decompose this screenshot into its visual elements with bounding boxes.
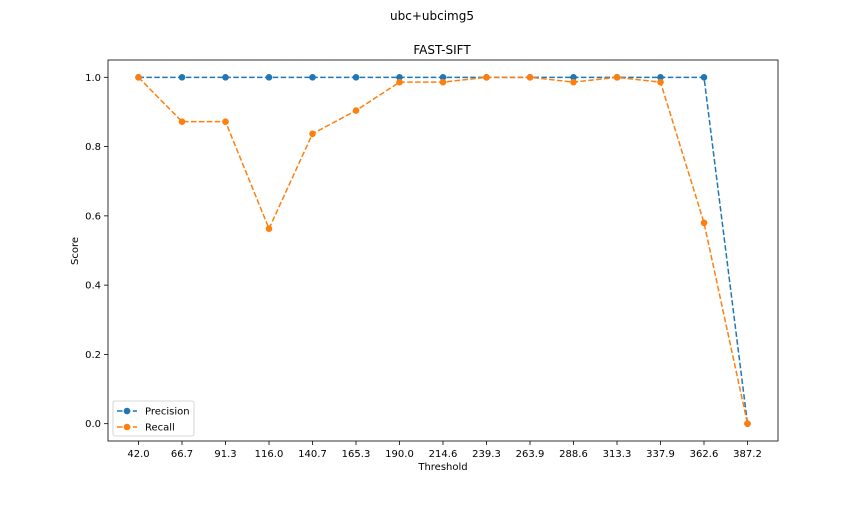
data-point [265,225,273,232]
data-point [396,78,403,86]
legend: Precision Recall [112,400,195,437]
data-point [352,74,360,81]
legend-swatch-marker [123,423,131,431]
data-point [570,78,577,86]
x-tick-label: 288.6 [559,449,588,460]
x-tick-label: 190.0 [385,449,414,460]
x-tick-label: 337.9 [646,449,675,460]
x-tick-label: 140.7 [298,449,327,460]
data-point [483,74,490,81]
x-tick-label: 42.0 [127,449,149,460]
legend-label: Precision [145,407,190,418]
y-axis-ticks: 0.0 0.2 0.4 0.6 0.8 1.0 [85,73,108,430]
data-point [744,420,751,427]
y-tick-label: 0.4 [85,281,101,292]
x-tick-label: 165.3 [342,449,371,460]
data-point [222,74,229,81]
x-tick-label: 362.6 [690,449,719,460]
data-point [657,74,664,81]
data-point [309,130,316,138]
data-point [700,74,708,81]
data-point [135,74,142,81]
data-point [526,74,534,81]
data-point [222,118,229,125]
figure-suptitle: ubc+ubcimg5 [390,9,474,23]
series-layer [135,74,751,427]
chart-title: FAST-SIFT [413,43,471,57]
x-tick-label: 239.3 [472,449,501,460]
x-axis-label: Threshold [417,462,467,473]
y-tick-label: 0.0 [85,419,101,430]
data-point [396,74,403,81]
y-axis-label: Score [70,237,81,265]
x-tick-label: 91.3 [214,449,236,460]
y-tick-label: 0.6 [85,211,101,222]
data-point [700,219,708,227]
x-tick-label: 387.2 [733,449,762,460]
x-tick-label: 116.0 [255,449,284,460]
series-recall [135,74,751,427]
x-tick-label: 66.7 [171,449,193,460]
data-point [439,78,447,86]
y-tick-label: 0.8 [85,142,101,153]
series-line [138,76,749,424]
x-tick-label: 263.9 [516,449,545,460]
data-point [613,74,621,81]
data-point [178,74,186,81]
data-point [352,107,360,114]
data-point [265,74,273,81]
data-point [178,118,186,125]
plot-area-frame [107,59,779,442]
x-tick-label: 313.3 [603,449,632,460]
data-point [657,78,664,86]
legend-swatch-marker [123,407,131,415]
data-point [439,74,447,81]
x-axis-ticks: 42.0 66.7 91.3 116.0 140.7 165.3 190.0 214.6 239… [127,441,762,460]
series-line [137,76,749,424]
y-tick-label: 1.0 [85,73,101,84]
x-tick-label: 214.6 [429,449,458,460]
legend-label: Recall [145,423,175,434]
data-point [570,74,577,81]
y-tick-label: 0.2 [85,350,101,361]
data-point [309,74,316,81]
